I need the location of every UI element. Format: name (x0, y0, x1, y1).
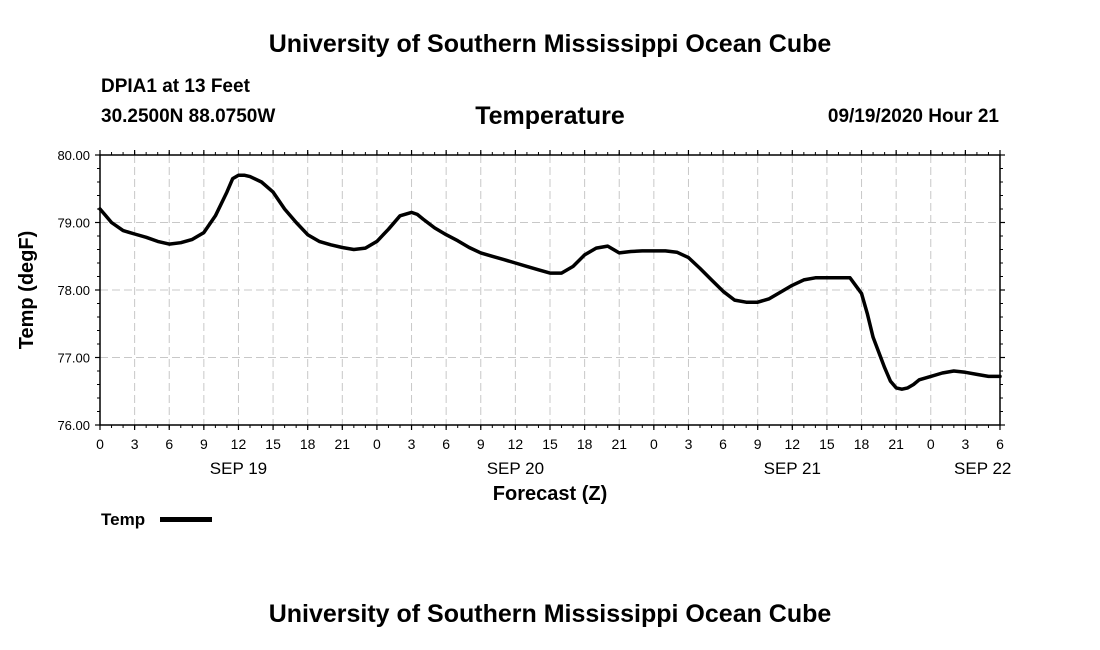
x-tick-label: 21 (611, 436, 627, 452)
x-tick-label: 15 (542, 436, 558, 452)
chart-title: Temperature (475, 102, 625, 130)
x-date-label: SEP 22 (954, 459, 1011, 478)
x-date-label: SEP 19 (210, 459, 267, 478)
x-tick-label: 12 (785, 436, 801, 452)
x-tick-label: 21 (888, 436, 904, 452)
page-title: University of Southern Mississippi Ocean… (268, 30, 832, 58)
x-tick-label: 3 (131, 436, 139, 452)
y-axis: 76.00 77.00 78.00 79.00 80.00 (57, 148, 1005, 433)
y-tick-label: 79.00 (57, 216, 90, 231)
plot-frame (99, 154, 1001, 426)
x-tick-label: 6 (719, 436, 727, 452)
x-tick-label: 15 (265, 436, 281, 452)
x-tick-label: 12 (231, 436, 247, 452)
footer-title: University of Southern Mississippi Ocean… (268, 600, 832, 628)
y-tick-label: 77.00 (57, 351, 90, 366)
x-tick-label: 12 (508, 436, 524, 452)
x-axis: 0 3 6 9 12 15 18 21 0 3 6 9 12 15 18 21 0 3 6 9 12 15 18 21 0 3 6 S… (96, 150, 1011, 478)
x-tick-label: 0 (650, 436, 658, 452)
x-tick-label: 18 (577, 436, 593, 452)
x-tick-label: 9 (754, 436, 762, 452)
x-tick-label: 3 (685, 436, 693, 452)
y-tick-label: 80.00 (57, 148, 90, 163)
x-tick-label: 15 (819, 436, 835, 452)
x-tick-label: 9 (477, 436, 485, 452)
series-layer (98, 173, 1002, 391)
x-date-label: SEP 21 (764, 459, 821, 478)
y-axis-label: Temp (degF) (16, 231, 38, 350)
x-tick-label: 6 (165, 436, 173, 452)
x-tick-label: 6 (996, 436, 1004, 452)
y-tick-label: 76.00 (57, 418, 90, 433)
x-tick-label: 3 (961, 436, 969, 452)
x-date-label: SEP 20 (487, 459, 544, 478)
x-tick-label: 0 (373, 436, 381, 452)
x-tick-label: 21 (335, 436, 351, 452)
station-name: DPIA1 at 13 Feet (101, 76, 250, 97)
x-tick-label: 0 (96, 436, 104, 452)
y-tick-label: 78.00 (57, 283, 90, 298)
series-line-temp (98, 173, 1002, 391)
x-tick-label: 9 (200, 436, 208, 452)
legend-label: Temp (101, 510, 146, 529)
legend-swatch (160, 517, 212, 522)
x-tick-label: 3 (408, 436, 416, 452)
grid (100, 155, 1000, 425)
x-tick-label: 0 (927, 436, 935, 452)
x-axis-label: Forecast (Z) (493, 483, 607, 505)
x-tick-label: 18 (300, 436, 316, 452)
station-coordinates: 30.2500N 88.0750W (101, 106, 276, 127)
x-tick-label: 18 (854, 436, 870, 452)
forecast-datetime: 09/19/2020 Hour 21 (827, 106, 999, 127)
x-tick-label: 6 (442, 436, 450, 452)
